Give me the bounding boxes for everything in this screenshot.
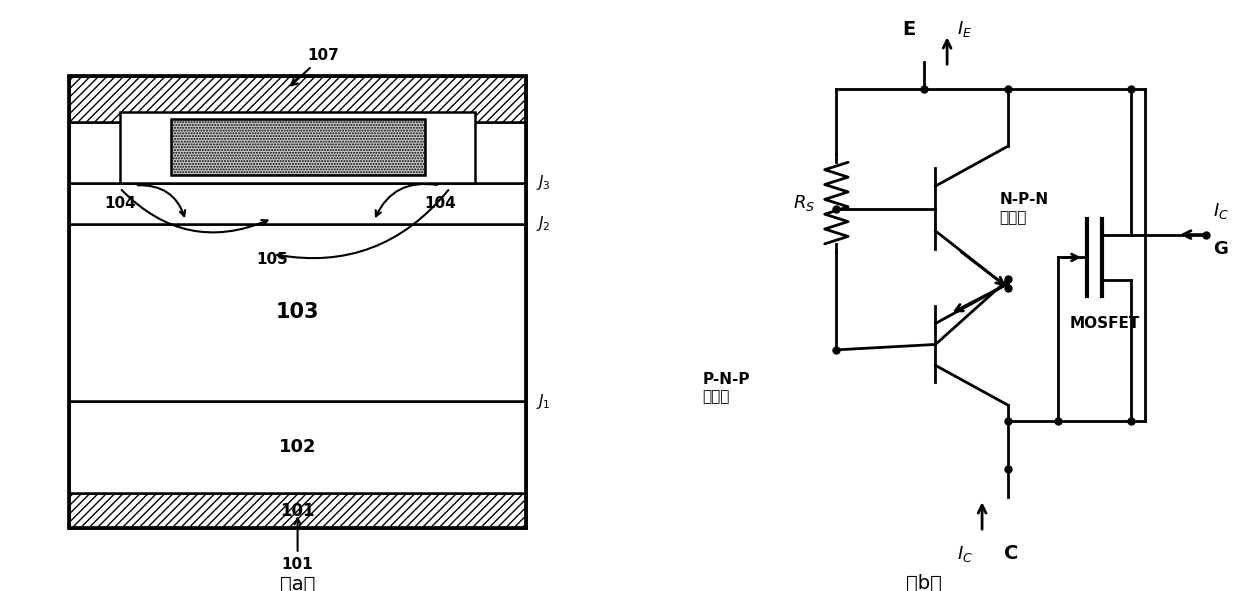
Text: G: G bbox=[1214, 239, 1229, 258]
Text: 101: 101 bbox=[280, 502, 315, 519]
Text: 104: 104 bbox=[104, 196, 135, 210]
Text: 107: 107 bbox=[291, 48, 339, 85]
Text: $J_1$: $J_1$ bbox=[537, 392, 552, 411]
Text: 106: 106 bbox=[281, 140, 314, 155]
Bar bbox=[69, 183, 526, 223]
Bar bbox=[69, 76, 526, 122]
Text: P-N-P
晶体管: P-N-P 晶体管 bbox=[702, 372, 750, 404]
Bar bbox=[69, 401, 526, 493]
Text: C: C bbox=[1004, 544, 1018, 563]
Bar bbox=[69, 493, 526, 528]
Text: E: E bbox=[903, 20, 916, 38]
Text: 104: 104 bbox=[424, 196, 456, 210]
Text: $I_C$: $I_C$ bbox=[956, 544, 972, 564]
Text: 103: 103 bbox=[275, 303, 320, 323]
Text: 102: 102 bbox=[279, 438, 316, 456]
Text: 101: 101 bbox=[281, 518, 314, 571]
Text: MOSFET: MOSFET bbox=[1069, 316, 1140, 331]
Text: N-P-N
晶体管: N-P-N 晶体管 bbox=[999, 192, 1049, 225]
Text: $J_2$: $J_2$ bbox=[537, 214, 551, 233]
Text: 105: 105 bbox=[257, 252, 288, 267]
Text: $R_S$: $R_S$ bbox=[794, 193, 816, 213]
Bar bbox=[69, 76, 526, 528]
Bar bbox=[69, 223, 526, 401]
Text: $I_E$: $I_E$ bbox=[957, 19, 972, 39]
Text: $I_C$: $I_C$ bbox=[1213, 200, 1229, 220]
Text: $J_3$: $J_3$ bbox=[537, 173, 552, 192]
Bar bbox=[171, 119, 424, 175]
Bar bbox=[69, 122, 526, 183]
Text: （a）: （a） bbox=[280, 575, 315, 591]
Text: （b）: （b） bbox=[906, 574, 941, 591]
Bar bbox=[120, 112, 475, 183]
